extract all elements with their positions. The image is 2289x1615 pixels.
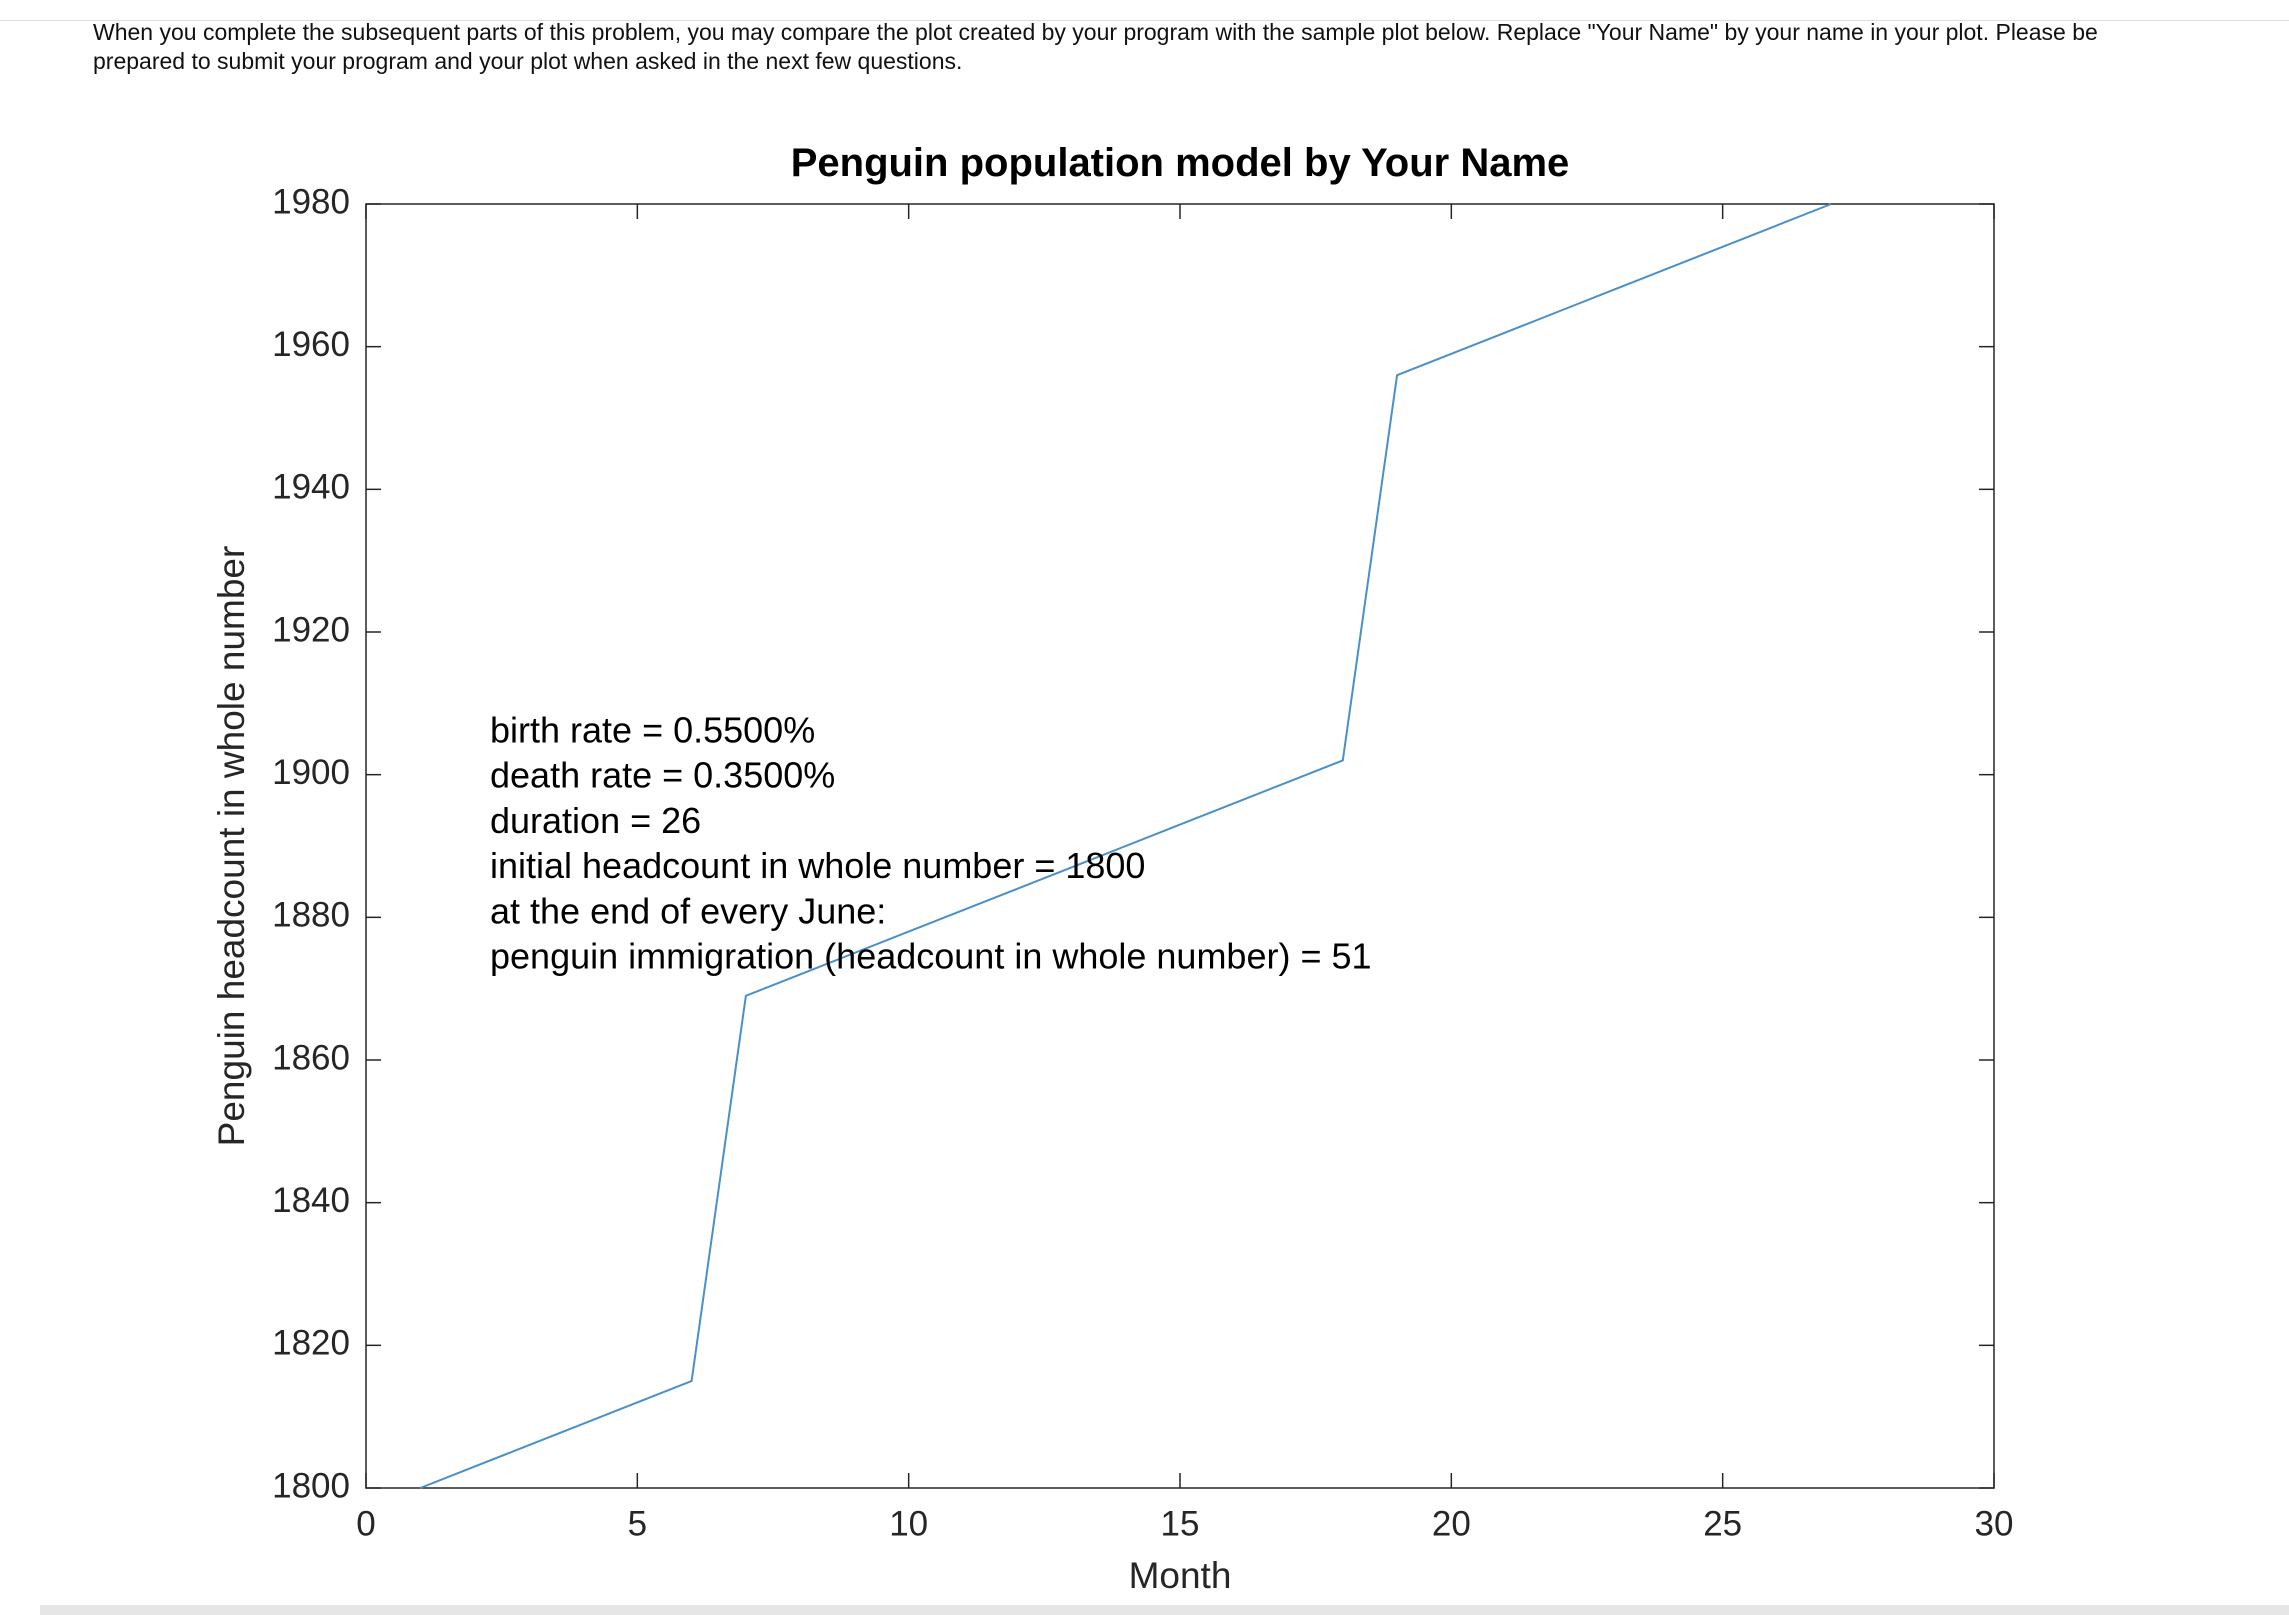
y-tick-label: 1900: [272, 753, 350, 792]
instructions: When you complete the subsequent parts o…: [93, 18, 2098, 76]
y-tick-label: 1800: [272, 1466, 350, 1505]
x-tick-label: 10: [889, 1504, 928, 1543]
y-tick-label: 1920: [272, 610, 350, 649]
x-tick-label: 25: [1703, 1504, 1742, 1543]
annotation: death rate = 0.3500%: [490, 755, 835, 796]
scrollbar: [40, 1605, 2289, 1615]
x-axis-label: Month: [1129, 1555, 1232, 1596]
instruction-line: When you complete the subsequent parts o…: [93, 19, 2098, 45]
y-tick-label: 1840: [272, 1181, 350, 1220]
instruction-line: prepared to submit your program and your…: [93, 48, 963, 74]
x-tick-label: 15: [1161, 1504, 1200, 1543]
y-tick-label: 1940: [272, 468, 350, 507]
y-tick-label: 1860: [272, 1038, 350, 1077]
x-tick-label: 0: [356, 1504, 375, 1543]
y-tick-label: 1960: [272, 325, 350, 364]
annotation: duration = 26: [490, 800, 701, 841]
annotation: birth rate = 0.5500%: [490, 710, 815, 751]
annotation: at the end of every June:: [490, 890, 886, 931]
annotation: penguin immigration (headcount in whole …: [490, 936, 1372, 977]
divider: [0, 20, 2289, 21]
chart-title: Penguin population model by Your Name: [791, 141, 1570, 185]
y-tick-label: 1820: [272, 1324, 350, 1363]
y-axis-label: Penguin headcount in whole number: [211, 546, 252, 1147]
y-tick-label: 1880: [272, 896, 350, 935]
annotation: initial headcount in whole number = 1800: [490, 845, 1145, 886]
x-tick-label: 30: [1975, 1504, 2014, 1543]
plot-area: [365, 203, 1995, 1489]
data-line: [419, 203, 1832, 1489]
x-tick-label: 20: [1432, 1504, 1471, 1543]
x-tick-label: 5: [628, 1504, 647, 1543]
y-tick-label: 1980: [272, 182, 350, 221]
